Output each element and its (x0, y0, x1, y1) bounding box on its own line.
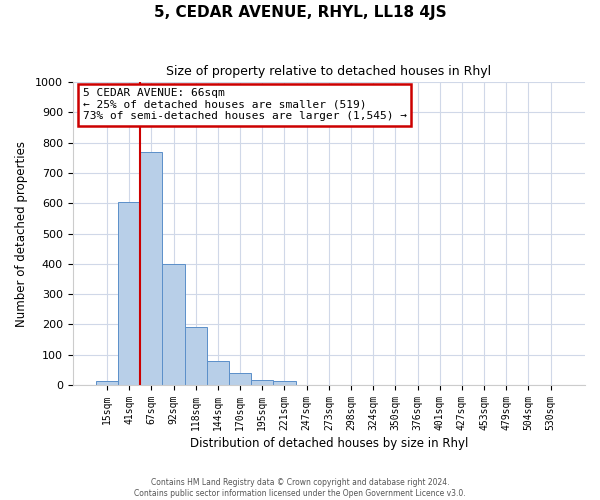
Text: 5, CEDAR AVENUE, RHYL, LL18 4JS: 5, CEDAR AVENUE, RHYL, LL18 4JS (154, 5, 446, 20)
Text: Contains HM Land Registry data © Crown copyright and database right 2024.
Contai: Contains HM Land Registry data © Crown c… (134, 478, 466, 498)
Bar (274, 382, 296, 385)
Y-axis label: Number of detached properties: Number of detached properties (15, 140, 28, 326)
Bar (118, 202, 140, 385)
Bar (163, 264, 185, 385)
X-axis label: Distribution of detached houses by size in Rhyl: Distribution of detached houses by size … (190, 437, 468, 450)
Bar (140, 152, 163, 385)
Bar (96, 380, 118, 385)
Text: 5 CEDAR AVENUE: 66sqm
← 25% of detached houses are smaller (519)
73% of semi-det: 5 CEDAR AVENUE: 66sqm ← 25% of detached … (83, 88, 407, 121)
Title: Size of property relative to detached houses in Rhyl: Size of property relative to detached ho… (166, 65, 491, 78)
Bar (229, 373, 251, 385)
Bar (185, 328, 207, 385)
Bar (251, 380, 274, 385)
Bar (207, 362, 229, 385)
